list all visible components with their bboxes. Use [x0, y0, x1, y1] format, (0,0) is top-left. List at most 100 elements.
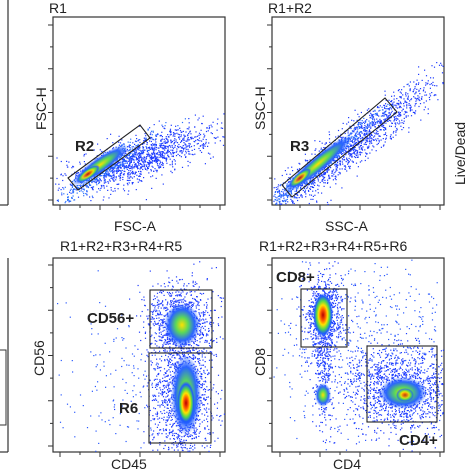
- event-dot: [180, 299, 182, 301]
- event-dot: [371, 114, 374, 116]
- event-dot: [150, 335, 152, 338]
- event-dot: [83, 153, 85, 156]
- event-dot: [146, 349, 148, 351]
- event-dot: [101, 186, 103, 188]
- event-dot: [333, 173, 335, 175]
- event-dot: [182, 299, 184, 301]
- event-dot: [186, 303, 188, 305]
- event-dot: [216, 129, 218, 131]
- event-dot: [190, 133, 192, 135]
- event-dot: [310, 186, 312, 188]
- event-dot: [366, 146, 369, 148]
- event-dot: [160, 389, 162, 391]
- event-dot: [131, 155, 133, 157]
- event-dot: [158, 339, 160, 341]
- event-dot: [188, 303, 190, 305]
- event-dot: [357, 137, 359, 139]
- event-dot: [372, 145, 374, 147]
- event-dot: [279, 185, 281, 187]
- event-dot: [130, 170, 132, 172]
- event-dot: [150, 343, 152, 345]
- event-dot: [416, 88, 418, 90]
- event-dot: [156, 153, 158, 155]
- event-dot: [379, 135, 381, 137]
- event-dot: [361, 149, 364, 151]
- event-dot: [160, 319, 162, 321]
- event-dot: [391, 100, 393, 102]
- event-dot: [442, 82, 444, 84]
- event-dot: [299, 163, 301, 165]
- event-dot: [198, 432, 200, 434]
- event-dot: [202, 327, 205, 329]
- event-dot: [150, 138, 152, 140]
- event-dot: [114, 165, 116, 168]
- event-dot: [329, 186, 331, 188]
- event-dot: [343, 152, 345, 154]
- event-dot: [283, 193, 285, 195]
- event-dot: [126, 179, 128, 181]
- event-dot: [195, 307, 197, 309]
- event-dot: [205, 398, 207, 400]
- event-dot: [157, 313, 160, 315]
- event-dot: [74, 199, 76, 201]
- event-dot: [156, 323, 158, 325]
- event-dot: [281, 190, 283, 193]
- event-dot: [161, 131, 163, 133]
- event-dot: [117, 166, 119, 168]
- event-dot: [77, 172, 79, 174]
- event-dot: [368, 126, 370, 128]
- event-dot: [179, 146, 181, 148]
- event-dot: [158, 346, 160, 348]
- event-dot: [214, 403, 216, 405]
- event-dot: [198, 147, 200, 150]
- event-dot: [202, 292, 205, 295]
- event-dot: [94, 178, 96, 180]
- event-dot: [190, 136, 192, 139]
- event-dot: [202, 315, 205, 317]
- event-dot: [359, 127, 361, 129]
- event-dot: [383, 144, 385, 146]
- event-dot: [140, 155, 142, 157]
- event-dot: [104, 182, 106, 184]
- event-dot: [372, 125, 374, 127]
- event-dot: [406, 111, 408, 113]
- event-dot: [176, 354, 178, 356]
- event-dot: [164, 440, 166, 442]
- event-dot: [183, 137, 185, 139]
- event-dot: [182, 139, 184, 141]
- event-dot: [67, 198, 69, 201]
- event-dot: [196, 304, 199, 306]
- event-dot: [155, 138, 157, 140]
- event-dot: [395, 131, 397, 133]
- event-dot: [431, 92, 433, 94]
- event-dot: [300, 186, 302, 189]
- event-dot: [184, 434, 186, 436]
- event-dot: [332, 175, 334, 177]
- event-dot: [219, 415, 221, 418]
- event-dot: [130, 138, 132, 140]
- event-dot: [199, 341, 201, 343]
- event-dot: [335, 166, 337, 168]
- event-dot: [199, 359, 201, 361]
- event-dot: [307, 182, 309, 184]
- event-dot: [135, 156, 137, 158]
- event-dot: [57, 200, 59, 202]
- event-dot: [123, 143, 125, 145]
- event-dot: [185, 156, 187, 158]
- event-dot: [82, 188, 84, 190]
- event-dot: [202, 318, 204, 320]
- event-dot: [384, 94, 386, 96]
- event-dot: [158, 300, 160, 302]
- event-dot: [349, 125, 351, 127]
- event-dot: [398, 100, 400, 102]
- event-dot: [167, 362, 170, 364]
- event-dot: [362, 140, 364, 142]
- event-dot: [207, 311, 209, 314]
- event-dot: [169, 349, 172, 351]
- event-dot: [333, 160, 335, 162]
- event-dot: [129, 141, 131, 143]
- panel-1-xlabel: FSC-A: [114, 218, 157, 234]
- event-dot: [373, 120, 376, 122]
- event-dot: [202, 351, 204, 353]
- event-dot: [187, 137, 189, 139]
